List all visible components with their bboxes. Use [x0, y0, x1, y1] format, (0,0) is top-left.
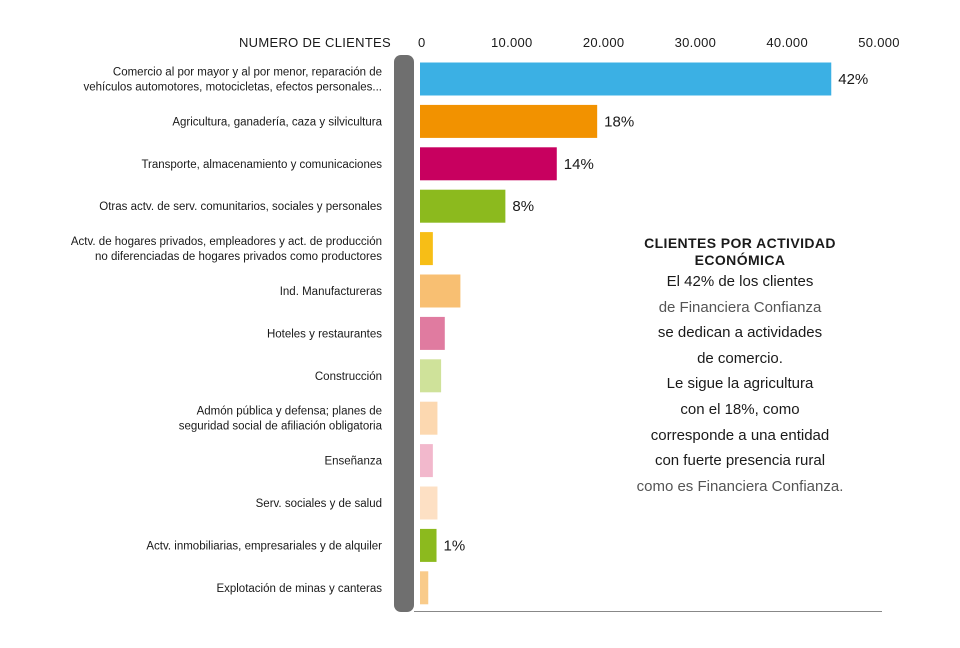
- category-label: Explotación de minas y canteras: [216, 583, 382, 595]
- category-label: Serv. sociales y de salud: [256, 498, 382, 510]
- bar: [420, 316, 445, 350]
- bar: [420, 104, 598, 138]
- category-label: vehículos automotores, motocicletas, efe…: [83, 82, 382, 94]
- annotation-title-line: CLIENTES POR ACTIVIDAD: [644, 235, 836, 251]
- annotation-title-line: ECONÓMICA: [694, 252, 786, 268]
- annotation-line: de comercio.: [697, 349, 783, 367]
- axis-title: NUMERO DE CLIENTES: [239, 35, 391, 50]
- tick-label: 40.000: [766, 35, 808, 50]
- annotation-line: se dedican a actividades: [657, 324, 823, 342]
- category-label: Ind. Manufactureras: [280, 286, 383, 298]
- category-label: Enseñanza: [324, 456, 382, 468]
- category-band: [394, 55, 414, 612]
- annotation-line: como es Financiera Confianza.: [636, 477, 844, 495]
- annotation-line: de Financiera Confianza: [658, 298, 822, 316]
- annotation-line: El 42% de los clientes: [666, 273, 814, 290]
- tick-label: 0: [418, 35, 426, 50]
- category-label: Hoteles y restaurantes: [267, 328, 382, 340]
- data-label: 8%: [512, 198, 534, 215]
- data-label: 14%: [564, 156, 594, 173]
- data-label: 42%: [838, 71, 868, 88]
- annotation-line: corresponde a una entidad: [650, 426, 830, 444]
- category-label: Actv. inmobiliarias, empresariales y de …: [146, 540, 382, 552]
- annotation-box: CLIENTES POR ACTIVIDAD ECONÓMICA El 42% …: [600, 235, 880, 499]
- category-label: Actv. de hogares privados, empleadores y…: [71, 236, 382, 248]
- bar: [420, 401, 438, 435]
- category-label: seguridad social de afiliación obligator…: [179, 421, 383, 433]
- category-label: Otras actv. de serv. comunitarios, socia…: [99, 201, 382, 213]
- bars: 42% 18% 14% 8% 1%: [420, 62, 868, 605]
- x-axis: NUMERO DE CLIENTES 0 10.000 20.000 30.000 40…: [239, 35, 900, 50]
- annotation-title: CLIENTES POR ACTIVIDAD ECONÓMICA: [600, 235, 880, 269]
- bar: [420, 486, 438, 520]
- category-label: Admón pública y defensa; planes de: [197, 406, 382, 418]
- bar: [420, 62, 832, 96]
- bar: [420, 232, 433, 266]
- annotation-line: con fuerte presencia rural: [654, 452, 826, 470]
- tick-label: 20.000: [583, 35, 625, 50]
- bar: [420, 189, 506, 223]
- tick-label: 10.000: [491, 35, 533, 50]
- bar: [420, 571, 429, 605]
- tick-label: 50.000: [858, 35, 900, 50]
- bar: [420, 528, 437, 562]
- bar: [420, 359, 442, 393]
- category-label: Transporte, almacenamiento y comunicacio…: [141, 159, 382, 171]
- data-label: 1%: [444, 537, 466, 554]
- bar: [420, 274, 461, 308]
- data-label: 18%: [604, 113, 634, 130]
- category-label: Comercio al por mayor y al por menor, re…: [113, 67, 382, 79]
- annotation-line: Le sigue la agricultura: [666, 375, 814, 393]
- tick-label: 30.000: [675, 35, 717, 50]
- bar: [420, 147, 557, 181]
- annotation-body: El 42% de los clientes de Financiera Con…: [600, 269, 880, 499]
- bar: [420, 444, 433, 478]
- category-label: Agricultura, ganadería, caza y silvicult…: [172, 116, 382, 128]
- category-label: Construcción: [315, 371, 382, 383]
- annotation-line: con el 18%, como: [680, 400, 800, 418]
- category-labels: Comercio al por mayor y al por menor, re…: [71, 67, 383, 595]
- category-label: no diferenciadas de hogares privados com…: [95, 251, 382, 263]
